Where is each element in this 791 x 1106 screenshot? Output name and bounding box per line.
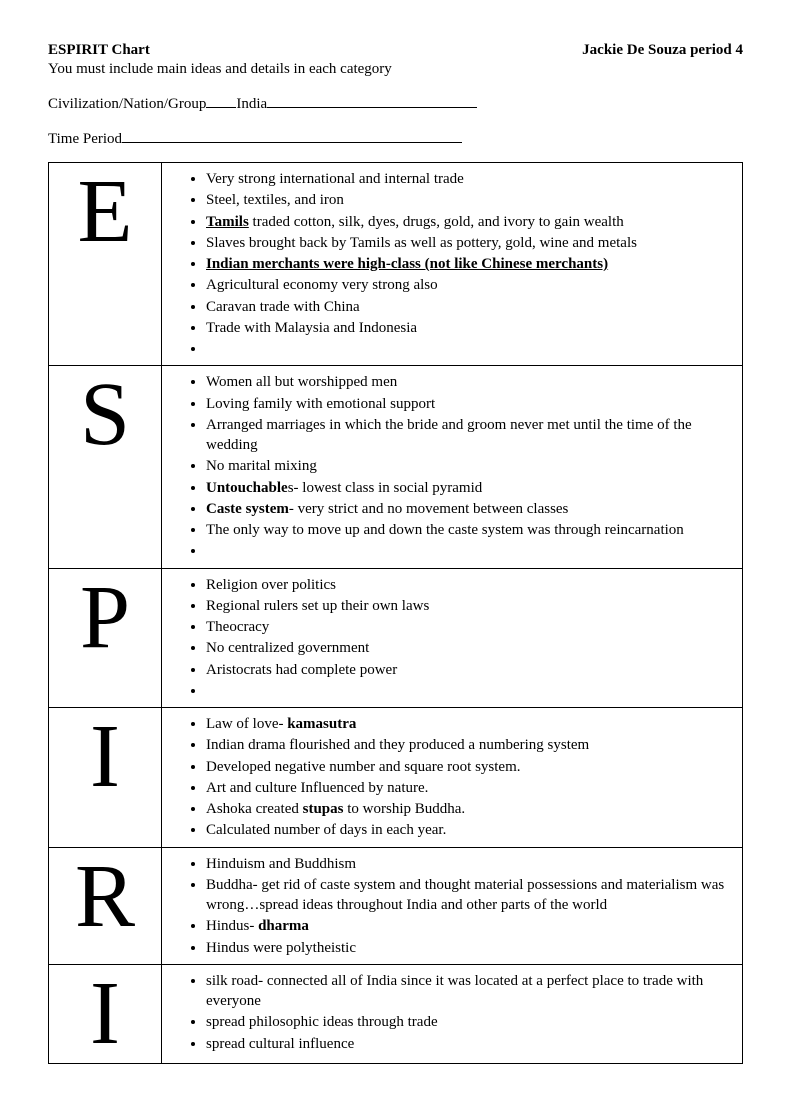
table-row: RHinduism and BuddhismBuddha- get rid of… — [49, 847, 743, 964]
table-row: Isilk road- connected all of India since… — [49, 964, 743, 1063]
content-cell: silk road- connected all of India since … — [162, 964, 743, 1063]
letter-cell: S — [49, 366, 162, 568]
list-item: Aristocrats had complete power — [206, 660, 736, 680]
letter-cell: R — [49, 847, 162, 964]
list-item: Developed negative number and square roo… — [206, 757, 736, 777]
table-row: E Very strong international and internal … — [49, 163, 743, 366]
list-item: Trade with Malaysia and Indonesia — [206, 318, 736, 338]
content-cell: Religion over politicsRegional rulers se… — [162, 568, 743, 708]
table-row: ILaw of love- kamasutraIndian drama flou… — [49, 708, 743, 848]
list-item: Slaves brought back by Tamils as well as… — [206, 233, 736, 253]
content-cell: Hinduism and BuddhismBuddha- get rid of … — [162, 847, 743, 964]
list-item: Art and culture Influenced by nature. — [206, 778, 736, 798]
list-item: No centralized government — [206, 638, 736, 658]
letter-cell: I — [49, 964, 162, 1063]
page-title: ESPIRIT Chart — [48, 42, 150, 59]
list-item — [206, 681, 736, 701]
list-item: Hinduism and Buddhism — [206, 854, 736, 874]
list-item: Women all but worshipped men — [206, 372, 736, 392]
list-item: Steel, textiles, and iron — [206, 190, 736, 210]
content-cell: Very strong international and internal t… — [162, 163, 743, 366]
bullet-list: Hinduism and BuddhismBuddha- get rid of … — [168, 854, 736, 958]
list-item: Buddha- get rid of caste system and thou… — [206, 875, 736, 916]
list-item: The only way to move up and down the cas… — [206, 520, 736, 540]
list-item: spread philosophic ideas through trade — [206, 1012, 736, 1032]
table-row: SWomen all but worshipped menLoving fami… — [49, 366, 743, 568]
list-item: Religion over politics — [206, 575, 736, 595]
list-item: Law of love- kamasutra — [206, 714, 736, 734]
bullet-list: silk road- connected all of India since … — [168, 971, 736, 1054]
list-item: Agricultural economy very strong also — [206, 275, 736, 295]
bullet-list: Law of love- kamasutraIndian drama flour… — [168, 714, 736, 841]
content-cell: Law of love- kamasutraIndian drama flour… — [162, 708, 743, 848]
list-item: Tamils traded cotton, silk, dyes, drugs,… — [206, 212, 736, 232]
letter-cell: E — [49, 163, 162, 366]
civ-value: India — [236, 96, 267, 112]
letter-cell: I — [49, 708, 162, 848]
esprit-table: E Very strong international and internal … — [48, 162, 743, 1064]
list-item — [206, 339, 736, 359]
list-item: Very strong international and internal t… — [206, 169, 736, 189]
list-item: spread cultural influence — [206, 1034, 736, 1054]
list-item: Indian merchants were high-class (not li… — [206, 254, 736, 274]
subtitle: You must include main ideas and details … — [48, 61, 743, 78]
list-item: Loving family with emotional support — [206, 394, 736, 414]
list-item: Caste system- very strict and no movemen… — [206, 499, 736, 519]
civilization-line: Civilization/Nation/Group India — [48, 92, 743, 113]
student-name: Jackie De Souza period 4 — [582, 42, 743, 59]
list-item: Indian drama flourished and they produce… — [206, 735, 736, 755]
table-row: PReligion over politicsRegional rulers s… — [49, 568, 743, 708]
letter-cell: P — [49, 568, 162, 708]
content-cell: Women all but worshipped menLoving famil… — [162, 366, 743, 568]
list-item: Theocracy — [206, 617, 736, 637]
list-item: Calculated number of days in each year. — [206, 820, 736, 840]
list-item: Hindus were polytheistic — [206, 938, 736, 958]
list-item: Arranged marriages in which the bride an… — [206, 415, 736, 456]
list-item: Caravan trade with China — [206, 297, 736, 317]
time-label: Time Period — [48, 131, 122, 147]
bullet-list: Very strong international and internal t… — [168, 169, 736, 359]
list-item — [206, 541, 736, 561]
list-item: Untouchables- lowest class in social pyr… — [206, 478, 736, 498]
civ-label: Civilization/Nation/Group — [48, 96, 206, 112]
list-item: No marital mixing — [206, 456, 736, 476]
list-item: silk road- connected all of India since … — [206, 971, 736, 1012]
list-item: Hindus- dharma — [206, 916, 736, 936]
list-item: Regional rulers set up their own laws — [206, 596, 736, 616]
list-item: Ashoka created stupas to worship Buddha. — [206, 799, 736, 819]
bullet-list: Religion over politicsRegional rulers se… — [168, 575, 736, 702]
bullet-list: Women all but worshipped menLoving famil… — [168, 372, 736, 561]
time-period-line: Time Period — [48, 127, 743, 148]
